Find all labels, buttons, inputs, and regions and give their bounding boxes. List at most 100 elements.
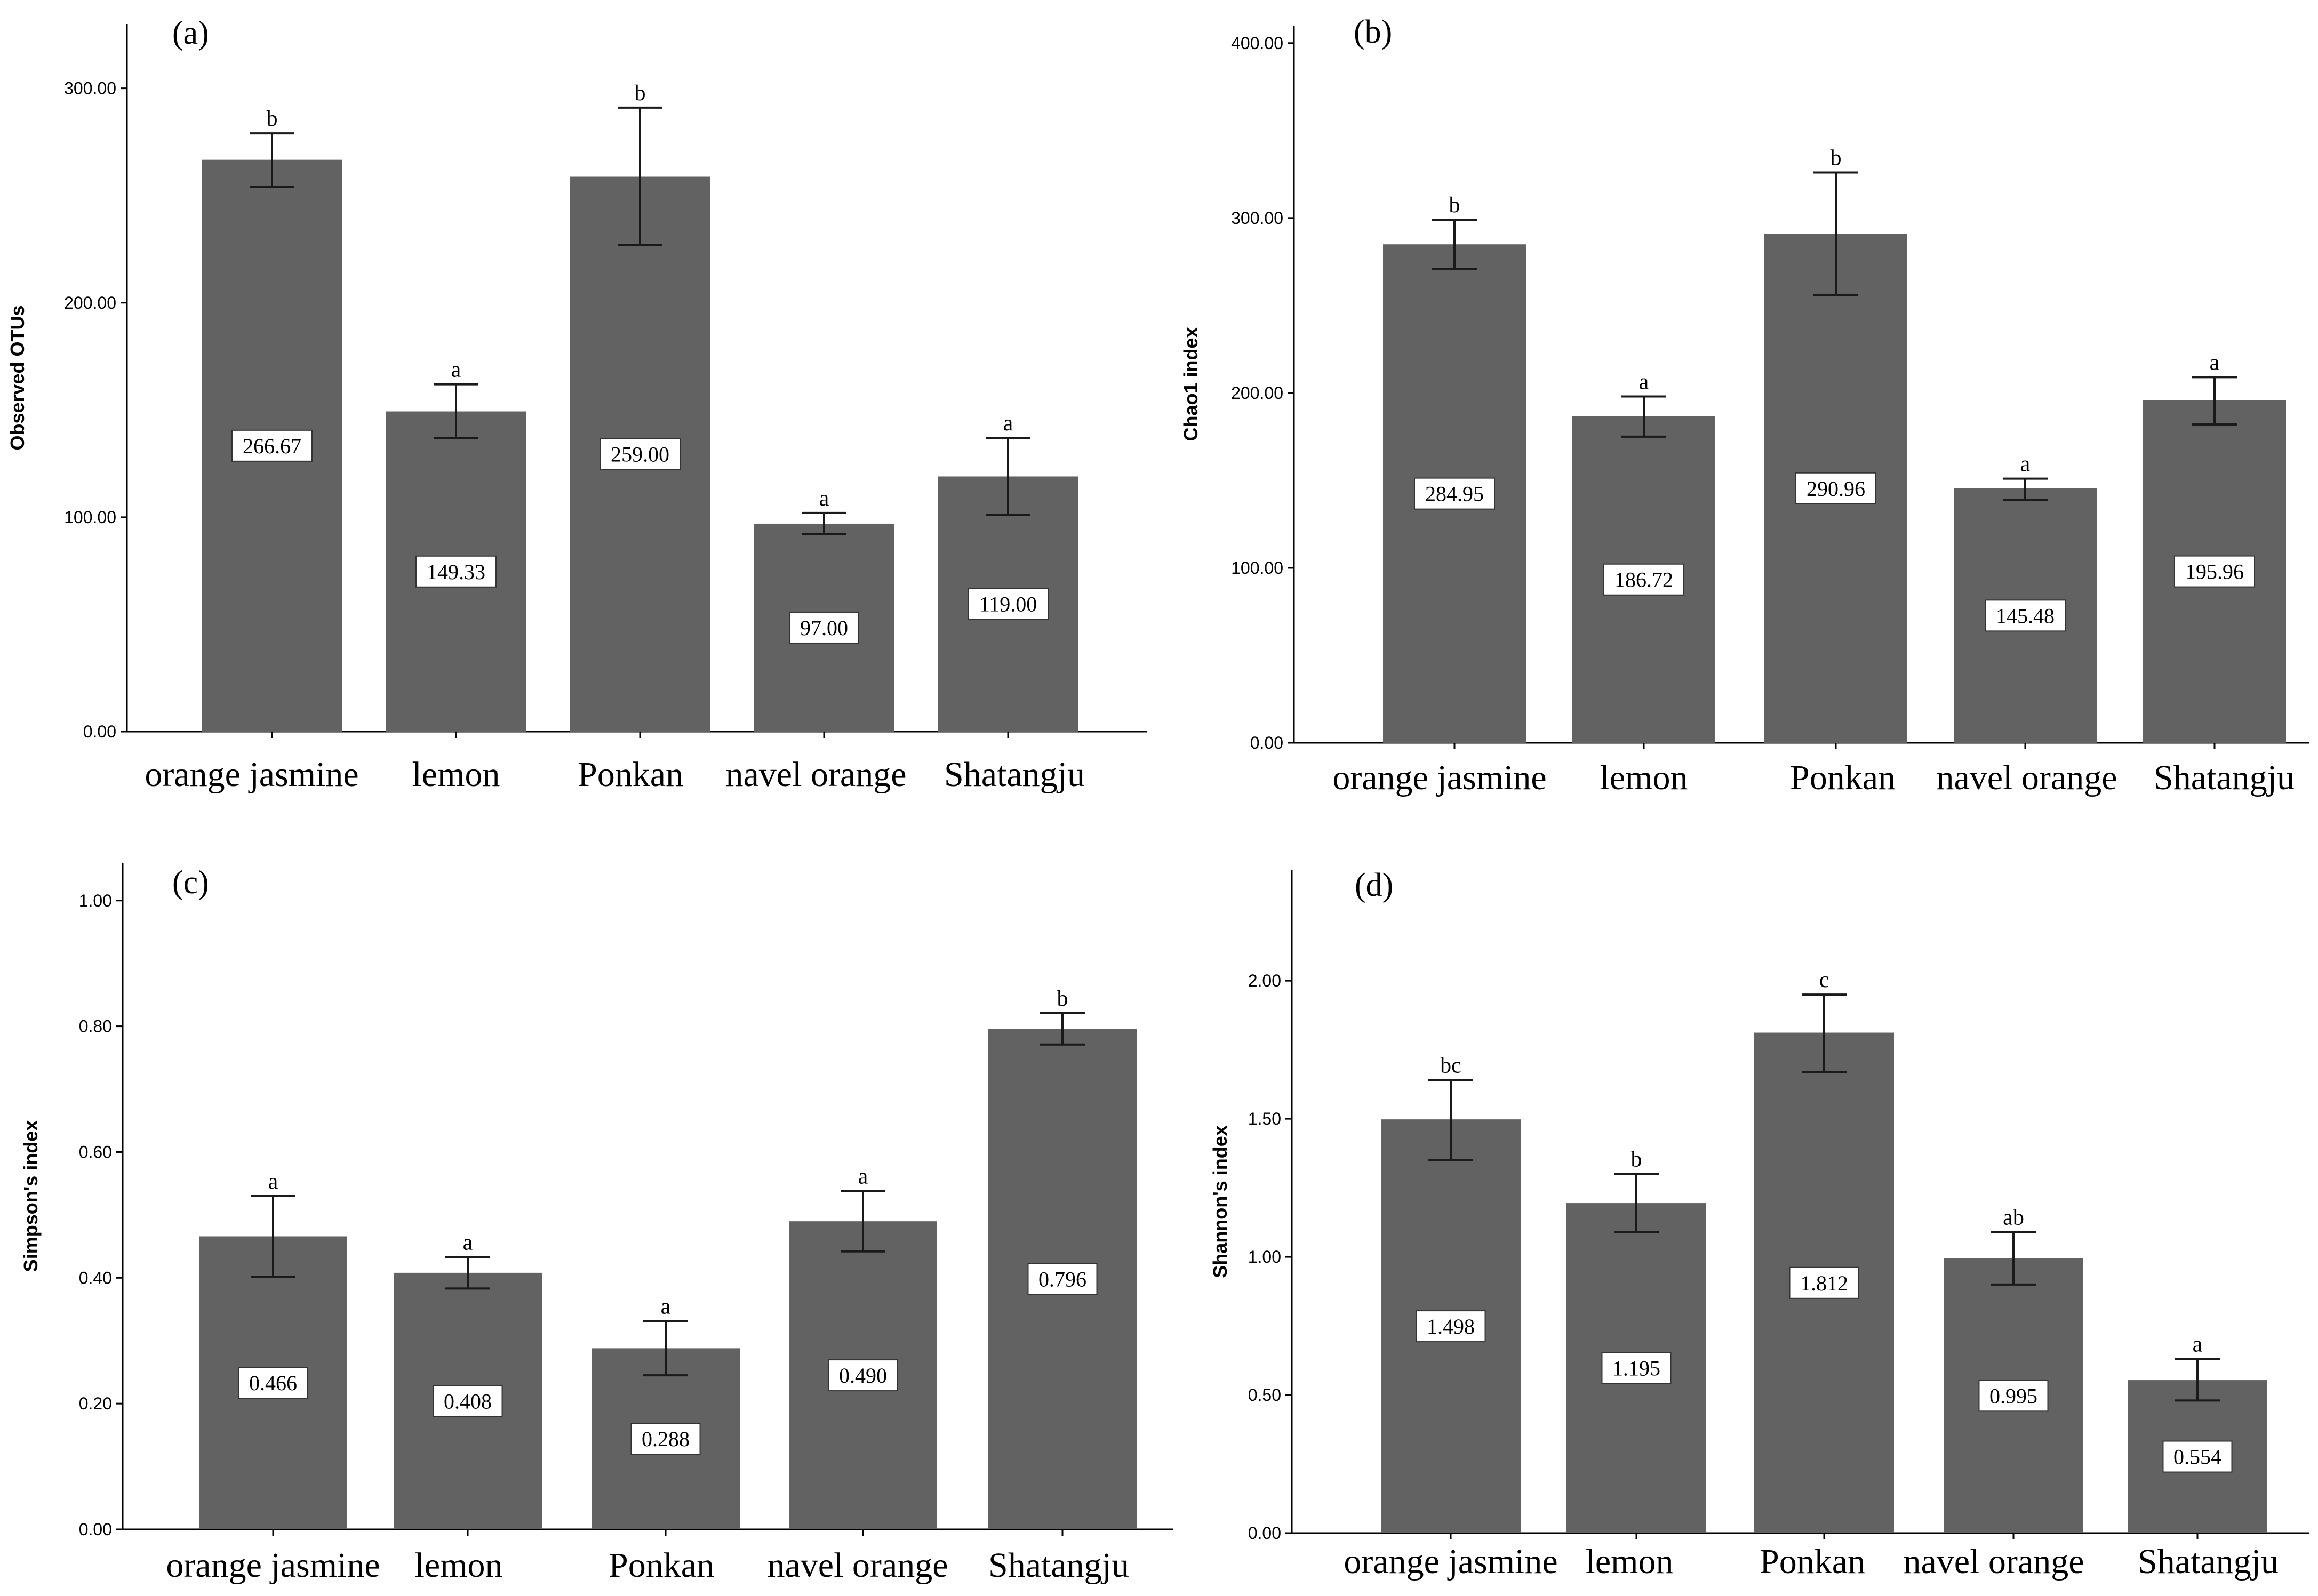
significance-label: c <box>1819 968 1829 992</box>
significance-label: b <box>1831 146 1842 171</box>
panel-tag: (b) <box>1354 14 1392 50</box>
category-label: Ponkan <box>1760 1542 1865 1581</box>
value-label-box <box>1601 1352 1672 1384</box>
category-label: navel orange <box>1937 758 2117 797</box>
significance-label: a <box>661 1295 671 1319</box>
value-label-box <box>231 429 313 462</box>
significance-label: a <box>268 1169 278 1194</box>
y-axis-title: Shannon's index <box>1209 1125 1231 1278</box>
category-label: lemon <box>412 755 500 794</box>
value-label: 266.67 <box>243 434 301 458</box>
chart-panel-3: 0.00 0.20 0.40 0.60 0.80 1.00 Simpson's index (… <box>20 863 1173 1585</box>
value-label-box <box>789 611 859 644</box>
significance-label: a <box>1639 370 1649 394</box>
value-label: 0.490 <box>839 1364 887 1388</box>
significance-label: a <box>858 1165 868 1189</box>
y-tick-label: 2.00 <box>1248 971 1281 990</box>
category-label: lemon <box>1600 758 1688 797</box>
category-label: lemon <box>1586 1542 1674 1581</box>
y-tick-label: 1.00 <box>1248 1247 1281 1266</box>
category-label: orange jasmine <box>1332 758 1546 797</box>
y-tick-label: 200.00 <box>64 293 116 312</box>
category-label: navel orange <box>768 1546 948 1585</box>
value-label-box <box>1978 1380 2049 1412</box>
value-label: 195.96 <box>2185 560 2244 584</box>
significance-label: a <box>463 1230 473 1255</box>
category-label: orange jasmine <box>145 755 358 794</box>
value-label-box <box>2162 1440 2233 1473</box>
value-label: 0.995 <box>1989 1384 2037 1408</box>
y-tick-label: 400.00 <box>1231 34 1283 53</box>
value-label: 0.796 <box>1038 1268 1086 1292</box>
panel-tag: (c) <box>172 864 209 901</box>
value-label: 145.48 <box>1996 604 2055 628</box>
value-label: 0.288 <box>642 1427 690 1451</box>
value-label: 149.33 <box>427 560 485 584</box>
significance-label: a <box>819 486 829 511</box>
value-label: 1.195 <box>1612 1357 1660 1381</box>
chart-panel-2: 0.00 100.00 200.00 300.00 400.00 Chao1 index (… <box>1180 14 2309 797</box>
value-label: 290.96 <box>1807 477 1865 501</box>
significance-label: a <box>2193 1333 2203 1357</box>
significance-label: a <box>1003 411 1013 436</box>
panel-tag: (a) <box>172 15 209 51</box>
category-label: Shatangju <box>2138 1542 2279 1581</box>
value-label-box <box>2174 555 2255 588</box>
category-label: navel orange <box>1904 1542 2084 1581</box>
category-label: orange jasmine <box>1344 1542 1557 1581</box>
value-label-box <box>828 1359 898 1392</box>
value-label-box <box>1027 1263 1098 1295</box>
category-label: Shatangju <box>944 755 1085 794</box>
significance-label: b <box>1449 193 1460 218</box>
value-label: 0.466 <box>249 1371 297 1395</box>
value-label: 259.00 <box>611 442 669 466</box>
significance-label: ab <box>2003 1205 2024 1230</box>
y-tick-label: 0.00 <box>83 722 116 741</box>
category-label: lemon <box>415 1546 503 1585</box>
y-tick-label: 0.20 <box>79 1394 112 1413</box>
y-tick-label: 0.80 <box>79 1017 112 1036</box>
panel-tag: (d) <box>1355 867 1393 903</box>
category-label: orange jasmine <box>166 1546 380 1585</box>
value-label-box <box>415 555 497 588</box>
significance-label: b <box>267 107 278 131</box>
y-tick-label: 0.60 <box>79 1142 112 1161</box>
y-axis-title: Simpson's index <box>20 1120 42 1272</box>
value-label-box <box>1795 472 1876 504</box>
value-label: 284.95 <box>1425 482 1484 506</box>
value-label-box <box>238 1367 308 1399</box>
significance-label: b <box>1057 987 1068 1011</box>
value-label-box <box>1603 563 1684 596</box>
y-tick-label: 0.40 <box>79 1268 112 1287</box>
value-label: 0.408 <box>444 1389 492 1413</box>
value-label: 119.00 <box>979 592 1037 616</box>
significance-label: b <box>635 81 646 106</box>
value-label-box <box>1789 1266 1859 1299</box>
value-label-box <box>600 438 681 470</box>
significance-label: a <box>2210 350 2220 375</box>
y-axis-title: Chao1 index <box>1180 327 1202 441</box>
category-label: Shatangju <box>988 1546 1129 1585</box>
y-tick-label: 200.00 <box>1231 383 1283 403</box>
significance-label: a <box>451 358 461 382</box>
significance-label: b <box>1631 1148 1642 1172</box>
y-tick-label: 1.50 <box>1248 1109 1281 1128</box>
y-tick-label: 100.00 <box>64 508 116 527</box>
y-tick-label: 0.00 <box>1250 733 1283 752</box>
value-label-box <box>630 1423 701 1455</box>
category-label: Ponkan <box>1790 758 1896 797</box>
value-label-box <box>433 1385 503 1417</box>
category-label: Ponkan <box>609 1546 714 1585</box>
category-label: navel orange <box>726 755 907 794</box>
value-label: 97.00 <box>800 616 848 640</box>
significance-label: a <box>2020 452 2031 477</box>
value-label: 1.498 <box>1427 1314 1475 1338</box>
chart-panel-1: 0.00 100.00 200.00 300.00 Observed OTUs (a) b 2… <box>6 15 1147 794</box>
value-label: 186.72 <box>1614 568 1673 592</box>
value-label-box <box>1985 599 2066 632</box>
category-label: Ponkan <box>578 755 683 794</box>
value-label-box <box>1414 477 1495 510</box>
